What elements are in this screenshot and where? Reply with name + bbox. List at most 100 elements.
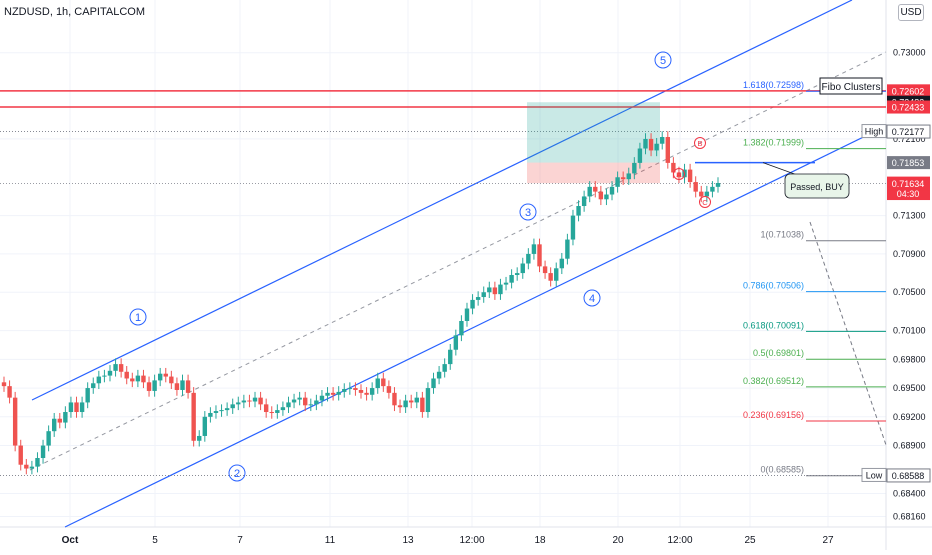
candle	[570, 209, 576, 246]
candle-body	[275, 410, 280, 413]
candle-body	[157, 373, 163, 381]
fib-label: 0.382(0.69512)	[743, 376, 804, 386]
candle	[169, 370, 174, 390]
candle-body	[46, 431, 51, 446]
candle-body	[314, 400, 319, 405]
candle	[386, 380, 392, 399]
candle-body	[252, 397, 258, 402]
abc-circle	[694, 137, 706, 149]
fib-label: 0.236(0.69156)	[743, 410, 804, 420]
candle	[565, 233, 570, 265]
price-tick-label: 0.69800	[893, 354, 926, 364]
candle	[687, 163, 693, 188]
low-tag: Low	[866, 470, 883, 480]
candle-body	[397, 405, 403, 408]
candle	[375, 372, 380, 394]
price-badge	[887, 156, 930, 170]
candle	[475, 291, 481, 306]
candle-body	[347, 388, 353, 390]
fibo-clusters-label: Fibo Clusters	[822, 82, 881, 93]
candle	[704, 185, 710, 203]
candle-body	[141, 375, 146, 383]
candle-body	[453, 335, 459, 350]
candle	[710, 181, 715, 198]
candle	[297, 391, 302, 406]
candle-body	[63, 412, 68, 423]
candle	[68, 396, 74, 418]
candle	[40, 439, 46, 464]
fib-label: 1(0.71038)	[760, 230, 804, 240]
candle-body	[174, 383, 180, 390]
candle	[576, 200, 581, 222]
candle-body	[475, 297, 481, 300]
abc-label: B	[697, 139, 702, 148]
candle	[548, 267, 553, 287]
candle-body	[29, 466, 35, 469]
candle-body	[330, 392, 336, 395]
candle-body	[615, 177, 620, 187]
annotation-box	[784, 173, 850, 199]
candle	[559, 252, 565, 275]
candle-body	[425, 388, 431, 413]
price-badge	[887, 84, 930, 98]
candle	[197, 430, 202, 447]
candle	[247, 394, 252, 408]
candle	[213, 405, 219, 419]
candle-body	[280, 407, 286, 411]
candle	[358, 384, 364, 399]
candle-body	[710, 186, 715, 192]
candle-body	[308, 404, 313, 406]
candle	[107, 365, 113, 382]
wave-label: 2	[234, 468, 240, 480]
candle-body	[704, 191, 710, 197]
candle-body	[414, 397, 419, 403]
candle	[459, 315, 464, 342]
price-tick-label: 0.68900	[893, 441, 926, 451]
candle	[648, 133, 654, 157]
candle	[191, 387, 196, 447]
candle-body	[269, 412, 274, 414]
candle	[263, 398, 269, 418]
candle	[130, 372, 135, 388]
candle-body	[152, 380, 157, 391]
currency-button[interactable]: USD	[898, 4, 924, 21]
candle	[626, 167, 631, 185]
time-tick-label: 7	[237, 535, 243, 546]
candle-body	[436, 371, 442, 379]
candle-body	[197, 435, 202, 441]
candle	[63, 406, 68, 429]
candle	[308, 398, 313, 412]
candle-body	[336, 391, 341, 395]
candle	[542, 260, 548, 279]
channel-lower-line	[64, 125, 887, 528]
candle	[208, 407, 213, 423]
candle	[24, 458, 29, 475]
candle-body	[342, 389, 347, 392]
candle	[135, 369, 141, 388]
candle	[336, 386, 341, 401]
candle-body	[208, 412, 213, 417]
candle-body	[375, 378, 380, 389]
candle-body	[258, 397, 263, 405]
abc-label: C	[702, 198, 708, 207]
candle-body	[420, 397, 425, 413]
candle-body	[442, 364, 447, 372]
candle-body	[7, 386, 12, 398]
price-badge	[886, 124, 931, 139]
price-axis: 0.73000 0.72100 0.71300 0.70900 0.70500 0.701…	[893, 48, 926, 522]
candle-body	[79, 402, 85, 413]
candle-body	[191, 392, 196, 441]
candle-body	[537, 244, 542, 267]
candle	[269, 406, 274, 419]
candle-body	[448, 349, 453, 365]
wave-label: 5	[660, 55, 666, 67]
candle	[91, 377, 96, 394]
candle	[79, 396, 85, 418]
price-badge	[887, 100, 930, 114]
candle	[414, 391, 419, 409]
candle-body	[693, 182, 698, 192]
candle	[676, 166, 682, 184]
candle-body	[654, 143, 659, 151]
